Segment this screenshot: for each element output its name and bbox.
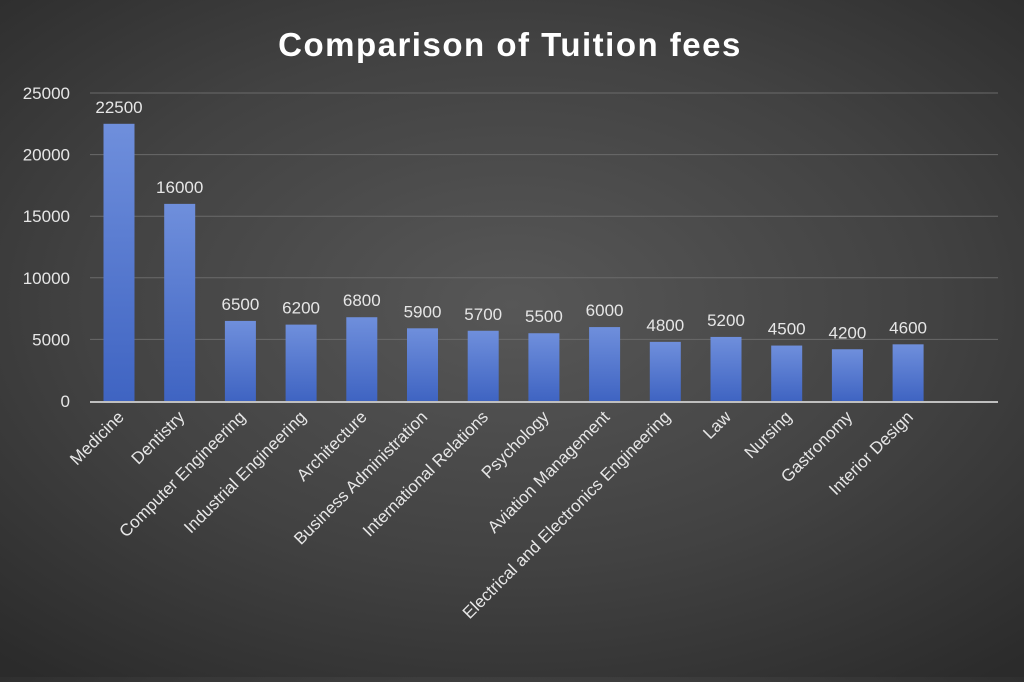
y-tick-label: 0 [61, 392, 70, 411]
x-tick-label: Industrial Engineering [180, 407, 310, 537]
bar [164, 203, 196, 401]
data-label: 5900 [404, 302, 442, 321]
data-label: 5500 [525, 307, 563, 326]
bar [467, 330, 499, 401]
bar [224, 320, 256, 401]
bar [407, 328, 438, 401]
x-tick-label: Aviation Management [484, 407, 614, 537]
y-tick-label: 25000 [23, 84, 70, 103]
y-tick-label: 20000 [23, 146, 70, 165]
data-label: 6200 [282, 299, 320, 318]
bar [771, 345, 803, 401]
data-label: 16000 [156, 178, 203, 197]
data-label: 22500 [95, 98, 142, 117]
data-label: 5700 [464, 305, 502, 324]
bar [710, 336, 742, 401]
data-label: 4800 [646, 316, 684, 335]
x-tick-label: Nursing [741, 407, 796, 462]
y-tick-label: 15000 [23, 207, 70, 226]
bar [346, 317, 378, 401]
data-label: 5200 [707, 311, 745, 330]
bars [103, 123, 924, 402]
y-axis-ticks: 0 5000 10000 15000 20000 25000 [23, 84, 70, 411]
data-label: 4200 [828, 323, 866, 342]
bar [649, 341, 681, 401]
y-tick-label: 5000 [32, 330, 70, 349]
data-label: 4600 [889, 318, 927, 337]
chart-title: Comparison of Tuition fees [278, 26, 742, 63]
bar [589, 327, 621, 401]
bar [831, 349, 863, 401]
x-tick-label: Dentistry [128, 407, 189, 468]
gridlines [90, 92, 998, 340]
bar [528, 333, 560, 401]
data-labels: 22500 16000 6500 6200 6800 5900 5700 5500 6000 48… [95, 98, 927, 342]
bar [103, 123, 135, 402]
x-tick-label: Medicine [66, 407, 128, 469]
x-tick-label: Law [699, 407, 735, 443]
data-label: 6800 [343, 291, 381, 310]
x-tick-label: International Relations [359, 407, 492, 540]
bar [285, 324, 317, 401]
y-tick-label: 10000 [23, 269, 70, 288]
bar [892, 344, 924, 401]
data-label: 4500 [768, 320, 806, 339]
data-label: 6000 [586, 301, 624, 320]
data-label: 6500 [221, 295, 259, 314]
